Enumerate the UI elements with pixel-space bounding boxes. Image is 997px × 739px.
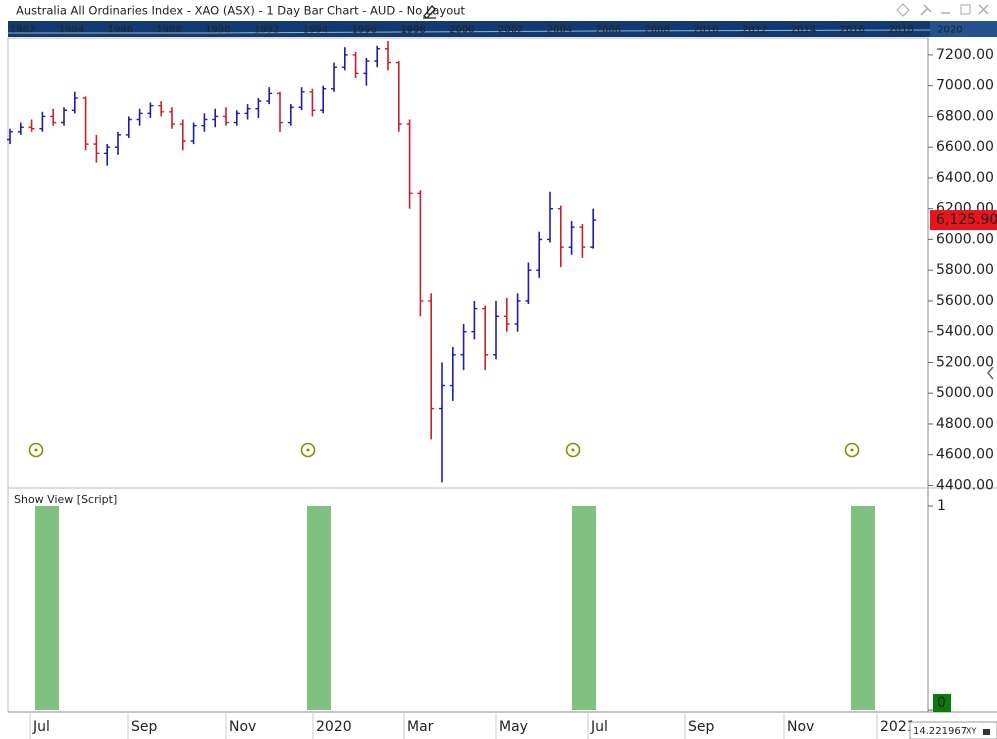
signal-bar xyxy=(572,506,596,710)
signal-dot xyxy=(571,448,575,452)
y-tick-label: 6000.00 xyxy=(936,231,994,247)
signal-bar xyxy=(851,506,875,710)
zero-tag xyxy=(933,694,951,712)
time-label: May xyxy=(499,719,528,735)
y-tick-label: 5400.00 xyxy=(936,324,994,340)
y-tick-label: 5600.00 xyxy=(936,293,994,309)
lock-icon xyxy=(983,729,990,735)
navigator-year: 2012 xyxy=(742,25,767,36)
navigator-year: 1986 xyxy=(108,25,133,36)
navigator-year: 1988 xyxy=(156,25,181,36)
y-tick-label: 5200.00 xyxy=(936,354,994,370)
y-tick-label: 7000.00 xyxy=(936,78,994,94)
y-tick-label: 6800.00 xyxy=(936,108,994,124)
navigator-year: 2008 xyxy=(644,25,669,36)
navigator-year: 2000 xyxy=(449,25,474,36)
edit-icon[interactable] xyxy=(423,5,436,19)
time-label: Nov xyxy=(787,719,814,735)
navigator-window[interactable] xyxy=(930,21,997,37)
time-label: Jul xyxy=(32,719,50,735)
y-tick-label: 5000.00 xyxy=(936,385,994,401)
navigator-year: 1990 xyxy=(205,25,230,36)
navigator-year: 1996 xyxy=(352,25,377,36)
y2-tick-label: 1 xyxy=(937,498,946,514)
navigator-line xyxy=(8,29,931,34)
y-tick-label: 6600.00 xyxy=(936,139,994,155)
pin-icon[interactable] xyxy=(920,4,932,16)
navigator-year: 2020 xyxy=(937,25,962,36)
navigator-year: 2014 xyxy=(791,25,816,36)
y-tick-label: 4600.00 xyxy=(936,447,994,463)
signal-dot xyxy=(306,448,310,452)
last-price-tag xyxy=(930,210,997,231)
scroll-arrow[interactable] xyxy=(987,366,994,380)
navigator-year: 1992 xyxy=(254,25,279,36)
close-icon[interactable] xyxy=(978,4,989,15)
cursor-value: 14.221967 xyxy=(913,726,967,737)
time-label: 2020 xyxy=(316,719,352,735)
y-tick-label: 7200.00 xyxy=(936,47,994,63)
signal-dot xyxy=(34,448,38,452)
signal-bar xyxy=(35,506,59,710)
navigator-year: 2010 xyxy=(693,25,718,36)
time-label: Sep xyxy=(131,719,158,735)
signal-dot xyxy=(850,448,854,452)
navigator-year: 2004 xyxy=(547,25,572,36)
signal-marker xyxy=(300,442,316,458)
navigator-year: 1984 xyxy=(59,25,84,36)
time-label: Nov xyxy=(229,719,256,735)
time-label: Sep xyxy=(688,719,715,735)
navigator-year: 2002 xyxy=(498,25,523,36)
navigator-year: 2016 xyxy=(840,25,865,36)
maximize-icon[interactable] xyxy=(960,4,971,15)
cursor-box xyxy=(909,721,997,739)
y-tick-label: 4400.00 xyxy=(936,477,994,493)
navigator-year: 2006 xyxy=(596,25,621,36)
y-tick-label: 5800.00 xyxy=(936,262,994,278)
navigator-year: 1994 xyxy=(303,25,328,36)
signal-marker xyxy=(844,442,860,458)
window-title: Australia All Ordinaries Index - XAO (AS… xyxy=(16,4,466,18)
diamond-icon[interactable] xyxy=(896,3,910,17)
signal-marker xyxy=(565,442,581,458)
y2-tick-label: 0 xyxy=(937,695,946,711)
cursor-mode: XY xyxy=(966,727,976,736)
indicator-title: Show View [Script] xyxy=(14,493,117,506)
navigator-year: 1982 xyxy=(10,25,35,36)
y-tick-label: 6400.00 xyxy=(936,170,994,186)
navigator-year: 2018 xyxy=(888,25,913,36)
signal-marker xyxy=(28,442,44,458)
last-price-label: 6,125.90 xyxy=(936,212,997,228)
signal-bar xyxy=(307,506,331,710)
y-tick-label: 4800.00 xyxy=(936,416,994,432)
time-label: Mar xyxy=(407,719,434,735)
time-label: Jul xyxy=(590,719,608,735)
navigator-year: 1998 xyxy=(400,25,425,36)
time-label: 2021 xyxy=(880,719,916,735)
